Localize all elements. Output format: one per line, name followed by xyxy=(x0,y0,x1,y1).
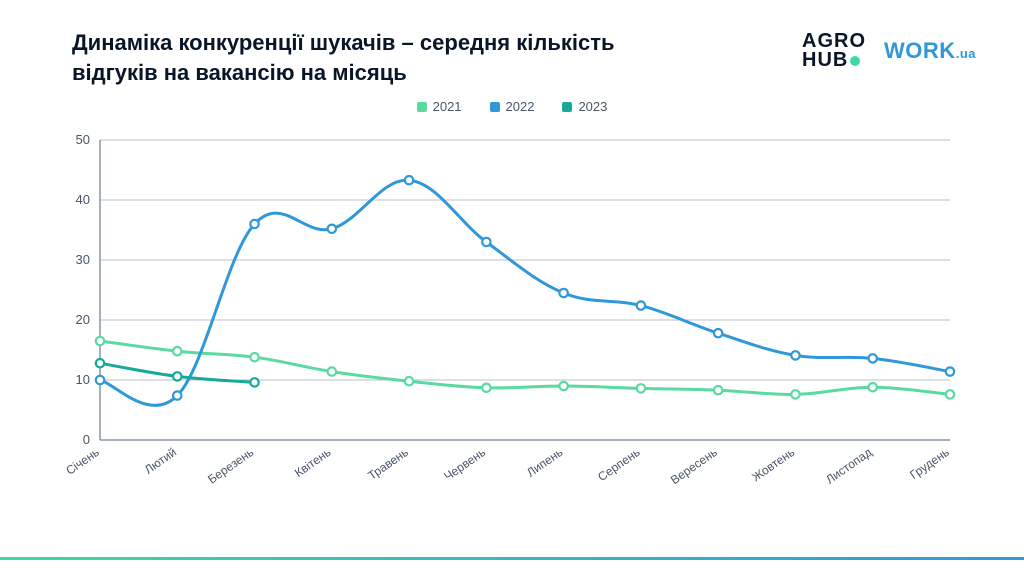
chart-title: Динаміка конкуренції шукачів – середня к… xyxy=(72,28,632,87)
data-point xyxy=(869,354,877,362)
data-point xyxy=(405,377,413,385)
x-axis-label: Лютий xyxy=(142,445,179,477)
x-axis-label: Вересень xyxy=(668,445,720,487)
x-axis-label: Травень xyxy=(365,445,411,483)
legend-swatch xyxy=(417,102,427,112)
x-axis-label: Липень xyxy=(524,445,565,480)
data-point xyxy=(250,353,258,361)
work-main: WORK xyxy=(884,38,956,63)
legend-label: 2021 xyxy=(433,99,462,114)
data-point xyxy=(791,351,799,359)
x-axis-label: Серпень xyxy=(595,445,642,484)
legend-item: 2021 xyxy=(417,99,462,114)
agro-line2-wrap: HUB xyxy=(802,51,866,70)
data-point xyxy=(173,391,181,399)
y-axis-label: 0 xyxy=(83,432,90,447)
data-point xyxy=(250,220,258,228)
data-point xyxy=(405,176,413,184)
agro-line2: HUB xyxy=(802,49,848,71)
data-point xyxy=(96,359,104,367)
series-line xyxy=(100,341,950,394)
data-point xyxy=(714,386,722,394)
data-point xyxy=(637,384,645,392)
series-line xyxy=(100,180,950,405)
data-point xyxy=(559,382,567,390)
y-axis-label: 20 xyxy=(76,312,90,327)
legend-item: 2022 xyxy=(490,99,535,114)
data-point xyxy=(791,390,799,398)
footer-gradient-line xyxy=(0,557,1024,560)
legend-label: 2023 xyxy=(578,99,607,114)
legend-label: 2022 xyxy=(506,99,535,114)
data-point xyxy=(714,329,722,337)
data-point xyxy=(559,289,567,297)
data-point xyxy=(946,367,954,375)
y-axis-label: 40 xyxy=(76,192,90,207)
agrohub-logo: AGRO HUB xyxy=(802,32,866,70)
data-point xyxy=(328,225,336,233)
legend-swatch xyxy=(562,102,572,112)
x-axis-label: Червень xyxy=(441,445,488,484)
x-axis-label: Квітень xyxy=(292,445,334,480)
agrohub-dot-icon xyxy=(850,56,860,66)
data-point xyxy=(173,347,181,355)
data-point xyxy=(482,238,490,246)
chart-area: 01020304050СіченьЛютийБерезеньКвітеньТра… xyxy=(72,130,972,510)
data-point xyxy=(96,337,104,345)
y-axis-label: 50 xyxy=(76,132,90,147)
line-chart: 01020304050СіченьЛютийБерезеньКвітеньТра… xyxy=(72,130,972,510)
y-axis-label: 30 xyxy=(76,252,90,267)
data-point xyxy=(946,390,954,398)
x-axis-label: Січень xyxy=(63,445,101,478)
data-point xyxy=(328,367,336,375)
legend-item: 2023 xyxy=(562,99,607,114)
x-axis-label: Листопад xyxy=(823,445,874,487)
data-point xyxy=(173,372,181,380)
logo-block: AGRO HUB WORK.ua xyxy=(802,32,976,70)
legend: 2021 2022 2023 xyxy=(0,99,1024,114)
x-axis-label: Жовтень xyxy=(749,445,797,484)
data-point xyxy=(482,384,490,392)
legend-swatch xyxy=(490,102,500,112)
x-axis-label: Березень xyxy=(205,445,256,487)
work-suffix: .ua xyxy=(956,46,976,61)
data-point xyxy=(96,376,104,384)
data-point xyxy=(869,383,877,391)
data-point xyxy=(637,301,645,309)
workua-logo: WORK.ua xyxy=(884,38,976,64)
data-point xyxy=(250,378,258,386)
y-axis-label: 10 xyxy=(76,372,90,387)
x-axis-label: Грудень xyxy=(907,445,952,482)
